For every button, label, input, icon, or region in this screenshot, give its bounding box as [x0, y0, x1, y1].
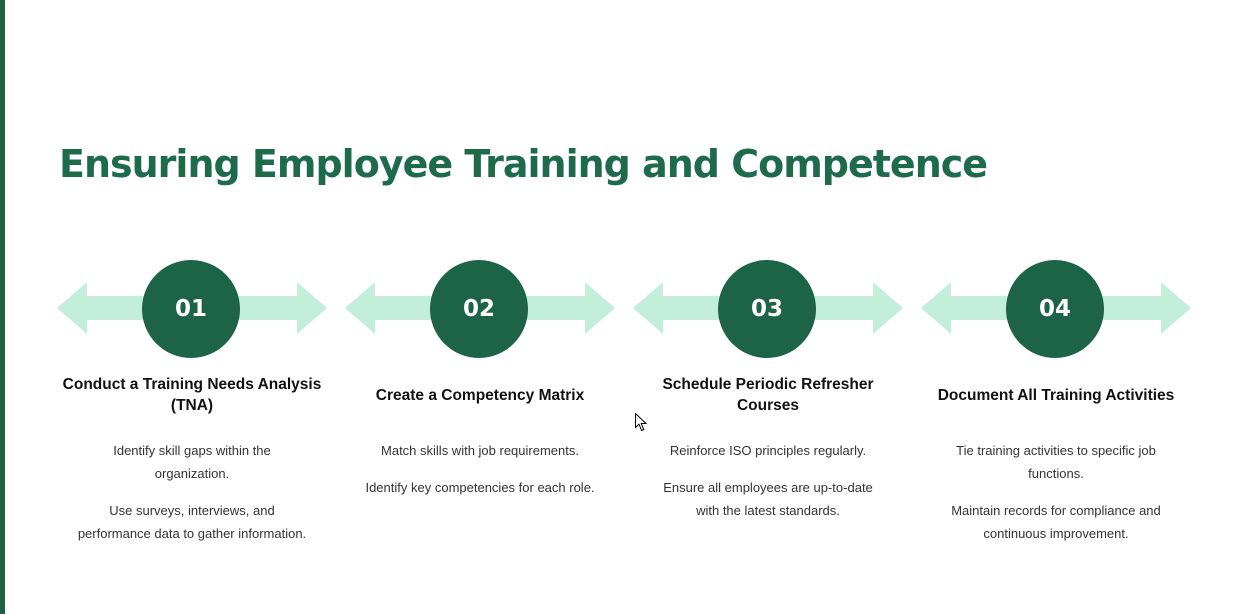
step-number-badge: 03	[718, 260, 816, 358]
step-4: 04 Document All Training Activities Tie …	[921, 258, 1191, 578]
step-description: Identify skill gaps within the organizat…	[77, 439, 307, 559]
step-bullet: Use surveys, interviews, and performance…	[77, 503, 307, 541]
step-bullet: Identify key competencies for each role.	[365, 480, 595, 495]
step-number-badge: 01	[142, 260, 240, 358]
step-1: 01 Conduct a Training Needs Analysis (TN…	[57, 258, 327, 578]
step-bullet: Tie training activities to specific job …	[956, 443, 1156, 481]
step-2: 02 Create a Competency Matrix Match skil…	[345, 258, 615, 578]
step-title: Conduct a Training Needs Analysis (TNA)	[62, 376, 322, 414]
step-description: Match skills with job requirements. Iden…	[365, 439, 595, 513]
step-bullet: Maintain records for compliance and cont…	[951, 503, 1161, 541]
step-bullet: Match skills with job requirements.	[381, 443, 579, 458]
step-3: 03 Schedule Periodic Refresher Courses R…	[633, 258, 903, 578]
step-description: Tie training activities to specific job …	[941, 439, 1171, 559]
step-bullet: Reinforce ISO principles regularly.	[669, 443, 867, 458]
step-title: Schedule Periodic Refresher Courses	[662, 376, 874, 414]
step-title: Document All Training Activities	[937, 386, 1175, 404]
step-number-badge: 02	[430, 260, 528, 358]
step-bullet: Identify skill gaps within the organizat…	[113, 443, 271, 481]
step-title: Create a Competency Matrix	[375, 386, 585, 404]
step-number-badge: 04	[1006, 260, 1104, 358]
mouse-pointer-icon	[635, 413, 647, 432]
page-title: Ensuring Employee Training and Competenc…	[59, 142, 988, 186]
slide-left-border	[0, 0, 5, 614]
step-bullet: Ensure all employees are up-to-date with…	[663, 480, 873, 518]
step-description: Reinforce ISO principles regularly. Ensu…	[653, 439, 883, 536]
